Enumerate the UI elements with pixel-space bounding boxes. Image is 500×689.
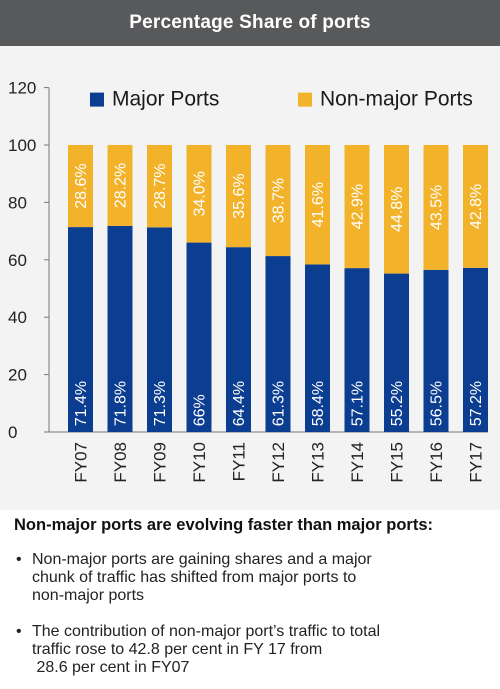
note-2-line-1: The contribution of non-major port’s tra…	[32, 623, 381, 640]
note-1-line-3: non-major ports	[32, 587, 145, 604]
note-1-line-2: chunk of traffic has shifted from major …	[32, 569, 357, 586]
note-1-line-1: Non-major ports are gaining shares and a…	[32, 551, 372, 568]
chart-header: Percentage Share of ports	[0, 0, 500, 46]
x-tick-label-fy14: FY14	[348, 442, 367, 483]
y-tick-label: 60	[8, 251, 27, 270]
data-label-non-major-fy13: 41.6%	[310, 182, 327, 227]
bar-major-ports-fy07	[68, 227, 93, 432]
y-tick-label: 80	[8, 193, 27, 212]
y-tick-label: 0	[8, 423, 17, 442]
x-tick-label-fy12: FY12	[269, 442, 288, 483]
note-item-1: • Non-major ports are gaining shares and…	[14, 551, 488, 605]
data-label-non-major-fy17: 42.8%	[468, 184, 485, 229]
y-tick-label: 20	[8, 366, 27, 385]
legend-swatch-major-ports	[90, 92, 104, 107]
data-label-non-major-fy10: 34.0%	[192, 171, 209, 216]
data-label-major-fy12: 61.3%	[271, 381, 288, 426]
data-label-non-major-fy16: 43.5%	[429, 185, 446, 230]
bar-non-major-ports-fy09	[147, 145, 172, 228]
notes-section: Non-major ports are evolving faster than…	[0, 510, 500, 689]
bar-major-ports-fy11	[226, 247, 251, 432]
x-tick-label-fy13: FY13	[308, 442, 327, 483]
x-tick-label-fy16: FY16	[427, 442, 446, 483]
x-tick-label-fy11: FY11	[229, 442, 248, 481]
y-tick-label: 40	[8, 308, 27, 327]
bar-non-major-ports-fy11	[226, 145, 251, 248]
bar-major-ports-fy15	[384, 273, 409, 432]
bullet-dot-icon: •	[16, 551, 22, 568]
data-label-major-fy13: 58.4%	[310, 381, 327, 426]
data-label-non-major-fy11: 35.6%	[231, 173, 248, 218]
data-label-major-fy14: 57.1%	[350, 381, 367, 426]
y-tick-label: 100	[8, 136, 36, 155]
data-label-non-major-fy09: 28.7%	[152, 163, 169, 208]
x-tick-label-fy09: FY09	[150, 442, 169, 483]
note-item-2: • The contribution of non-major port’s t…	[14, 623, 488, 677]
bar-major-ports-fy14	[344, 268, 370, 432]
data-label-major-fy16: 56.5%	[429, 381, 446, 426]
chart-title: Percentage Share of ports	[129, 12, 371, 33]
bar-major-ports-fy16	[423, 269, 449, 432]
x-tick-label-fy10: FY10	[190, 442, 209, 483]
bar-non-major-ports-fy12	[265, 145, 291, 257]
x-tick-label-fy15: FY15	[387, 442, 406, 483]
legend-swatch-non-major-ports	[298, 92, 312, 107]
notes-title: Non-major ports are evolving faster than…	[14, 516, 433, 534]
bar-major-ports-fy12	[265, 256, 291, 432]
bar-major-ports-fy10	[186, 242, 212, 432]
legend-label-major-ports: Major Ports	[112, 88, 219, 111]
bar-major-ports-fy09	[147, 227, 172, 432]
data-label-non-major-fy15: 44.8%	[389, 187, 406, 232]
data-label-major-fy17: 57.2%	[468, 381, 485, 426]
data-label-non-major-fy12: 38.7%	[271, 178, 288, 223]
bar-non-major-ports-fy15	[384, 145, 409, 274]
data-label-major-fy15: 55.2%	[389, 381, 406, 426]
data-label-major-fy10: 66%	[192, 394, 209, 426]
bar-non-major-ports-fy10	[186, 145, 212, 243]
note-2-line-3: 28.6 per cent in FY07	[32, 659, 190, 676]
x-tick-label-fy07: FY07	[71, 442, 90, 483]
data-label-major-fy08: 71.8%	[113, 381, 130, 426]
data-label-non-major-fy07: 28.6%	[73, 163, 90, 208]
bar-non-major-ports-fy13	[305, 145, 330, 265]
x-tick-label-fy17: FY17	[466, 442, 485, 483]
bullet-dot-icon: •	[16, 623, 22, 640]
bar-non-major-ports-fy07	[68, 145, 93, 228]
data-label-major-fy09: 71.3%	[152, 381, 169, 426]
bar-major-ports-fy08	[107, 225, 133, 432]
bar-non-major-ports-fy16	[423, 145, 449, 270]
bar-non-major-ports-fy08	[107, 145, 133, 226]
bar-non-major-ports-fy17	[463, 145, 488, 268]
note-2-line-2: traffic rose to 42.8 per cent in FY 17 f…	[32, 641, 323, 658]
stacked-bar-chart: 0 20 40 60 80 100 120 Major Ports Non-major Port…	[8, 79, 488, 483]
data-label-non-major-fy14: 42.9%	[350, 184, 367, 229]
data-label-major-fy07: 71.4%	[73, 381, 90, 426]
data-label-major-fy11: 64.4%	[231, 381, 248, 426]
bar-major-ports-fy13	[305, 264, 330, 432]
bar-major-ports-fy17	[463, 267, 488, 432]
notes-list: • Non-major ports are gaining shares and…	[14, 551, 488, 677]
y-tick-label: 120	[8, 79, 36, 98]
legend-label-non-major-ports: Non-major Ports	[320, 88, 473, 111]
chart-panel: 0 20 40 60 80 100 120 Major Ports Non-major Port…	[0, 46, 500, 510]
data-label-non-major-fy08: 28.2%	[113, 163, 130, 208]
bar-non-major-ports-fy14	[344, 145, 370, 269]
x-tick-label-fy08: FY08	[111, 442, 130, 483]
